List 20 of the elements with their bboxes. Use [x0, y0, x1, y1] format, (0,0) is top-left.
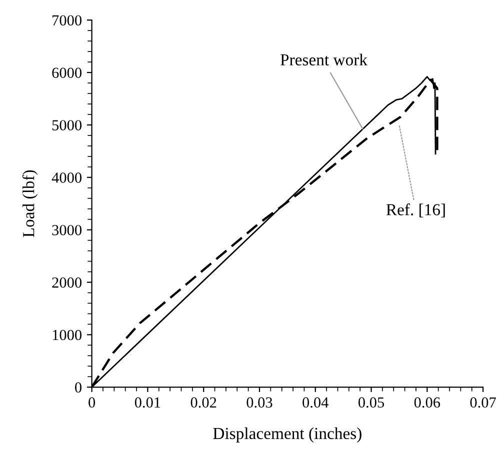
y-tick-label: 4000: [52, 172, 82, 183]
x-tick-label: 0: [88, 397, 96, 408]
x-tick-label: 0.02: [190, 397, 216, 408]
y-tick-label: 2000: [52, 277, 82, 288]
y-tick-label: 3000: [52, 224, 82, 236]
annotation: Ref. [16]: [386, 203, 445, 218]
x-tick-label: 0.03: [246, 397, 272, 408]
x-tick-label: 0.05: [358, 397, 384, 408]
y-tick-label: 5000: [52, 120, 82, 130]
x-tick-label: 0.06: [414, 397, 440, 408]
annotation: Present work: [280, 54, 368, 66]
y-tick-label: 0: [75, 382, 82, 393]
x-tick-label: 0.04: [302, 397, 328, 408]
y-tick-label: 6000: [52, 68, 82, 78]
y-tick-label: 7000: [52, 15, 82, 26]
x-axis-title: Displacement (inches): [213, 427, 362, 443]
x-tick-label: 0.01: [134, 397, 160, 408]
x-tick-label: 0.07: [470, 397, 496, 408]
y-tick-label: 1000: [52, 330, 82, 340]
y-axis-title: Load (lbf): [22, 170, 38, 238]
